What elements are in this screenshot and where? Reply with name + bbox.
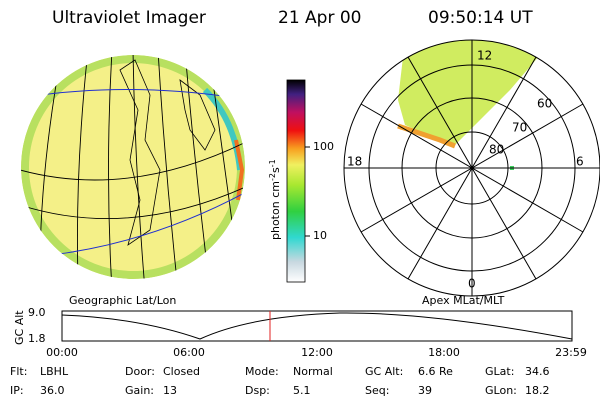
footer-label: Gain: [125, 384, 154, 397]
alt-right-title: Apex MLat/MLT [422, 294, 505, 307]
colorbar-tick-label: 100 [313, 140, 334, 153]
polar-grid [343, 39, 600, 297]
footer-label: Door: [125, 365, 155, 378]
alt-x-tick: 06:00 [173, 346, 205, 359]
time: 09:50:14 UT [428, 8, 533, 28]
footer-value: LBHL [40, 365, 69, 378]
footer-value: 18.2 [525, 384, 550, 397]
footer-label: Mode: [245, 365, 279, 378]
footer-label: Seq: [365, 384, 389, 397]
label-exp: -1 [268, 159, 277, 167]
mlt-label: 12 [477, 49, 492, 63]
colorbar-tick-label: 10 [313, 229, 327, 242]
footer-label: Dsp: [245, 384, 270, 397]
alt-x-tick: 18:00 [428, 346, 460, 359]
lat-label: 80 [489, 143, 504, 157]
footer-label: Flt: [10, 365, 27, 378]
title: Ultraviolet Imager [52, 8, 206, 28]
footer-value: 39 [418, 384, 432, 397]
lat-label: 70 [512, 121, 527, 135]
footer: Flt: LBHL Door: Closed Mode: Normal GC Alt: 6.6… [10, 365, 550, 397]
label-mid: s [269, 167, 282, 173]
mlt-label: 0 [468, 277, 476, 291]
alt-x-tick: 00:00 [46, 346, 78, 359]
footer-value: 36.0 [40, 384, 65, 397]
alt-curve [61, 312, 573, 340]
lat-label: 60 [537, 97, 552, 111]
alt-frame [61, 310, 573, 342]
alt-x-tick: 23:59 [555, 346, 587, 359]
alt-y-tick: 1.8 [28, 332, 46, 345]
footer-value: 5.1 [293, 384, 311, 397]
footer-label: GLon: [485, 384, 517, 397]
mlt-label: 6 [576, 155, 584, 169]
colorbar [286, 79, 306, 283]
footer-value: 34.6 [525, 365, 550, 378]
footer-value: 13 [163, 384, 177, 397]
footer-value: Normal [293, 365, 333, 378]
footer-value: Closed [163, 365, 200, 378]
footer-label: GC Alt: [365, 365, 403, 378]
mlt-label: 18 [347, 155, 362, 169]
footer-label: GLat: [485, 365, 514, 378]
colorbar-label: photon cm-2s-1 [268, 159, 283, 240]
label-exp: -2 [268, 173, 277, 181]
alt-x-tick: 12:00 [301, 346, 333, 359]
alt-left-title: Geographic Lat/Lon [69, 294, 176, 307]
alt-y-label: GC Alt [13, 310, 26, 345]
alt-y-tick: 9.0 [28, 306, 46, 319]
label-base: photon cm [269, 181, 282, 240]
date: 21 Apr 00 [278, 8, 361, 28]
footer-label: IP: [10, 384, 24, 397]
globe-image [21, 55, 245, 279]
polar-image [397, 40, 540, 170]
footer-value: 6.6 Re [418, 365, 453, 378]
